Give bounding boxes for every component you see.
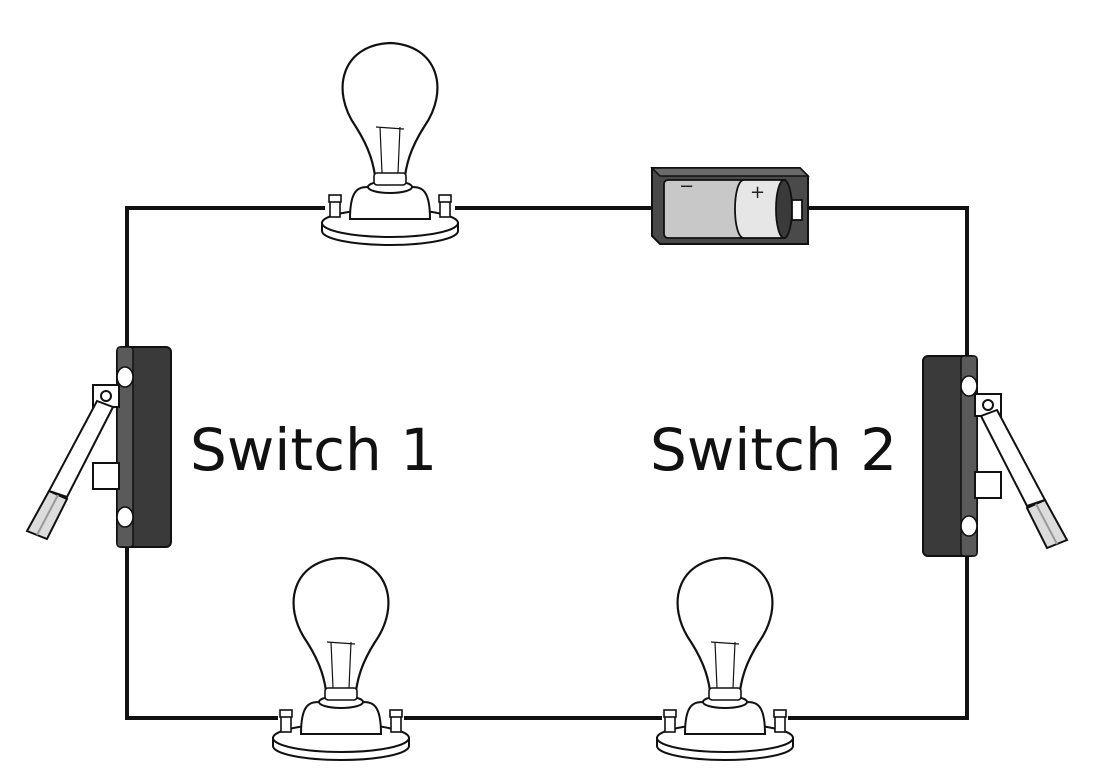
switch-1-label: Switch 1 — [190, 416, 437, 484]
switch-2-label: Switch 2 — [650, 416, 897, 484]
battery-minus-sign: − — [679, 176, 694, 197]
switch-2[interactable] — [922, 355, 1068, 557]
light-bulb-bottom-left — [271, 556, 411, 762]
light-bulb-bottom-right — [655, 556, 795, 762]
switch-1[interactable] — [26, 346, 172, 548]
battery: − + — [650, 167, 810, 245]
battery-plus-sign: + — [750, 182, 765, 203]
light-bulb-top — [320, 41, 460, 247]
